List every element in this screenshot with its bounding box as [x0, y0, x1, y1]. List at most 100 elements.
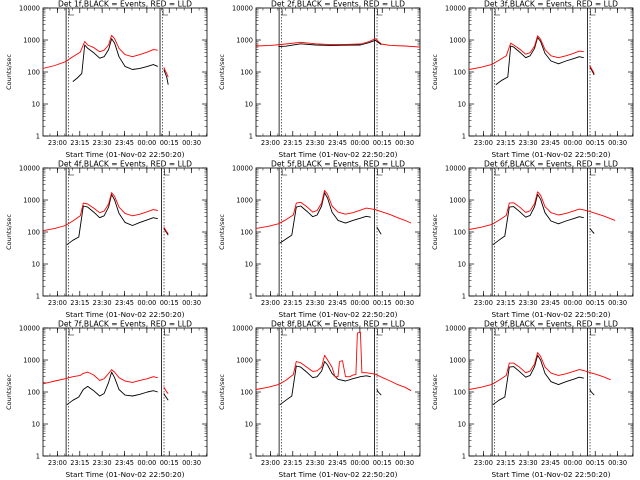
y-tick-label: 1 — [462, 293, 466, 301]
chart-title: Det 1f,BLACK = Events, RED = LLD — [58, 0, 192, 9]
y-tick-label: 1 — [462, 453, 466, 461]
y-tick-label: 100 — [453, 229, 466, 237]
x-tick-label: 00:15 — [160, 139, 179, 147]
y-tick-label: 10000 — [445, 5, 466, 13]
x-tick-label: 23:30 — [93, 139, 112, 147]
x-tick-label: 23:45 — [541, 459, 560, 467]
y-tick-label: 1000 — [449, 357, 466, 365]
lld-series-line — [589, 65, 595, 74]
y-tick-label: 10 — [32, 421, 40, 429]
lld-series-line — [255, 189, 412, 229]
x-tick-label: 23:30 — [519, 299, 538, 307]
y-tick-label: 1000 — [449, 197, 466, 205]
x-tick-label: 23:15 — [496, 299, 515, 307]
x-tick-label: 23:00 — [261, 459, 280, 467]
marker-bracket — [68, 329, 75, 336]
x-tick-label: 00:15 — [586, 299, 605, 307]
x-tick-label: 23:00 — [48, 459, 67, 467]
x-tick-label: 23:30 — [306, 459, 325, 467]
marker-bracket — [590, 9, 596, 16]
x-tick-label: 00:15 — [586, 459, 605, 467]
x-tick-label: 00:30 — [608, 459, 627, 467]
y-tick-label: 100 — [27, 389, 40, 397]
x-axis-label: Start Time (01-Nov-02 22:50:20) — [492, 150, 611, 159]
x-tick-label: 00:15 — [586, 139, 605, 147]
x-tick-label: 00:00 — [137, 299, 156, 307]
y-tick-label: 10000 — [445, 165, 466, 173]
x-axis-label: Start Time (01-Nov-02 22:50:20) — [492, 310, 611, 319]
y-axis-label: Counts/sec — [431, 54, 439, 90]
chart-title: Det 9f,BLACK = Events, RED = LLD — [484, 320, 618, 329]
marker-bracket — [281, 9, 288, 16]
y-tick-label: 1 — [36, 453, 40, 461]
x-tick-label: 23:45 — [328, 459, 347, 467]
plot-frame — [468, 327, 634, 457]
x-tick-label: 23:30 — [306, 299, 325, 307]
x-tick-label: 23:00 — [474, 299, 493, 307]
y-axis-label: Counts/sec — [218, 374, 226, 410]
y-tick-label: 100 — [240, 389, 253, 397]
lld-series-line — [42, 34, 158, 69]
events-series-line — [279, 192, 371, 244]
x-axis-label: Start Time (01-Nov-02 22:50:20) — [279, 310, 398, 319]
x-tick-label: 23:15 — [496, 139, 515, 147]
x-tick-label: 00:30 — [608, 299, 627, 307]
x-tick-label: 00:30 — [182, 299, 201, 307]
lld-series-line — [255, 331, 412, 392]
lld-series-line — [468, 191, 616, 230]
detector-panel-1: Det 1f,BLACK = Events, RED = LLD Counts/s… — [0, 0, 213, 160]
lld-series-line — [42, 369, 158, 385]
x-tick-label: 23:15 — [283, 459, 302, 467]
y-axis-label: Counts/sec — [218, 214, 226, 250]
y-tick-label: 1000 — [449, 37, 466, 45]
plot-frame — [468, 7, 634, 137]
chart-title: Det 8f,BLACK = Events, RED = LLD — [271, 320, 405, 329]
detector-panel-4: Det 4f,BLACK = Events, RED = LLD Counts/s… — [0, 160, 213, 320]
lld-series-line — [468, 35, 584, 70]
marker-bracket — [494, 169, 501, 176]
y-tick-label: 10000 — [19, 165, 40, 173]
x-tick-label: 00:30 — [182, 139, 201, 147]
y-tick-label: 1 — [36, 293, 40, 301]
y-tick-label: 10 — [245, 421, 253, 429]
events-series-line — [163, 393, 169, 401]
chart-svg: Det 1f,BLACK = Events, RED = LLD Counts/s… — [5, 0, 208, 159]
lld-series-line — [163, 67, 169, 78]
x-axis-label: Start Time (01-Nov-02 22:50:20) — [66, 150, 185, 159]
lld-series-line — [255, 38, 421, 48]
x-tick-label: 23:45 — [115, 139, 134, 147]
detector-panel-7: Det 7f,BLACK = Events, RED = LLD Counts/s… — [0, 320, 213, 480]
x-axis-label: Start Time (01-Nov-02 22:50:20) — [279, 470, 398, 479]
y-axis-label: Counts/sec — [218, 54, 226, 90]
marker-bracket — [590, 329, 596, 336]
x-tick-label: 23:45 — [328, 299, 347, 307]
marker-bracket — [377, 9, 383, 16]
plot-frame — [42, 167, 208, 297]
chart-svg: Det 6f,BLACK = Events, RED = LLD Counts/s… — [431, 160, 634, 319]
marker-bracket — [162, 9, 169, 16]
marker-bracket — [68, 9, 75, 16]
x-tick-label: 00:00 — [350, 459, 369, 467]
events-series-line — [589, 389, 595, 396]
x-tick-label: 23:00 — [474, 459, 493, 467]
y-tick-label: 100 — [240, 69, 253, 77]
events-series-line — [163, 228, 169, 236]
y-axis-label: Counts/sec — [5, 374, 13, 410]
x-tick-label: 00:00 — [350, 139, 369, 147]
lld-series-line — [163, 227, 169, 234]
marker-bracket — [281, 329, 288, 336]
marker-bracket — [164, 169, 170, 176]
marker-bracket — [164, 329, 170, 336]
y-tick-label: 1 — [36, 133, 40, 141]
x-tick-label: 00:00 — [137, 139, 156, 147]
y-tick-label: 10 — [458, 421, 466, 429]
y-tick-label: 10 — [458, 101, 466, 109]
y-tick-label: 10000 — [232, 165, 253, 173]
x-tick-label: 23:30 — [519, 139, 538, 147]
x-tick-label: 23:15 — [283, 299, 302, 307]
plot-frame — [468, 167, 634, 297]
events-series-line — [66, 193, 158, 246]
x-tick-label: 23:45 — [541, 139, 560, 147]
plot-frame — [255, 327, 421, 457]
events-series-line — [589, 66, 595, 76]
